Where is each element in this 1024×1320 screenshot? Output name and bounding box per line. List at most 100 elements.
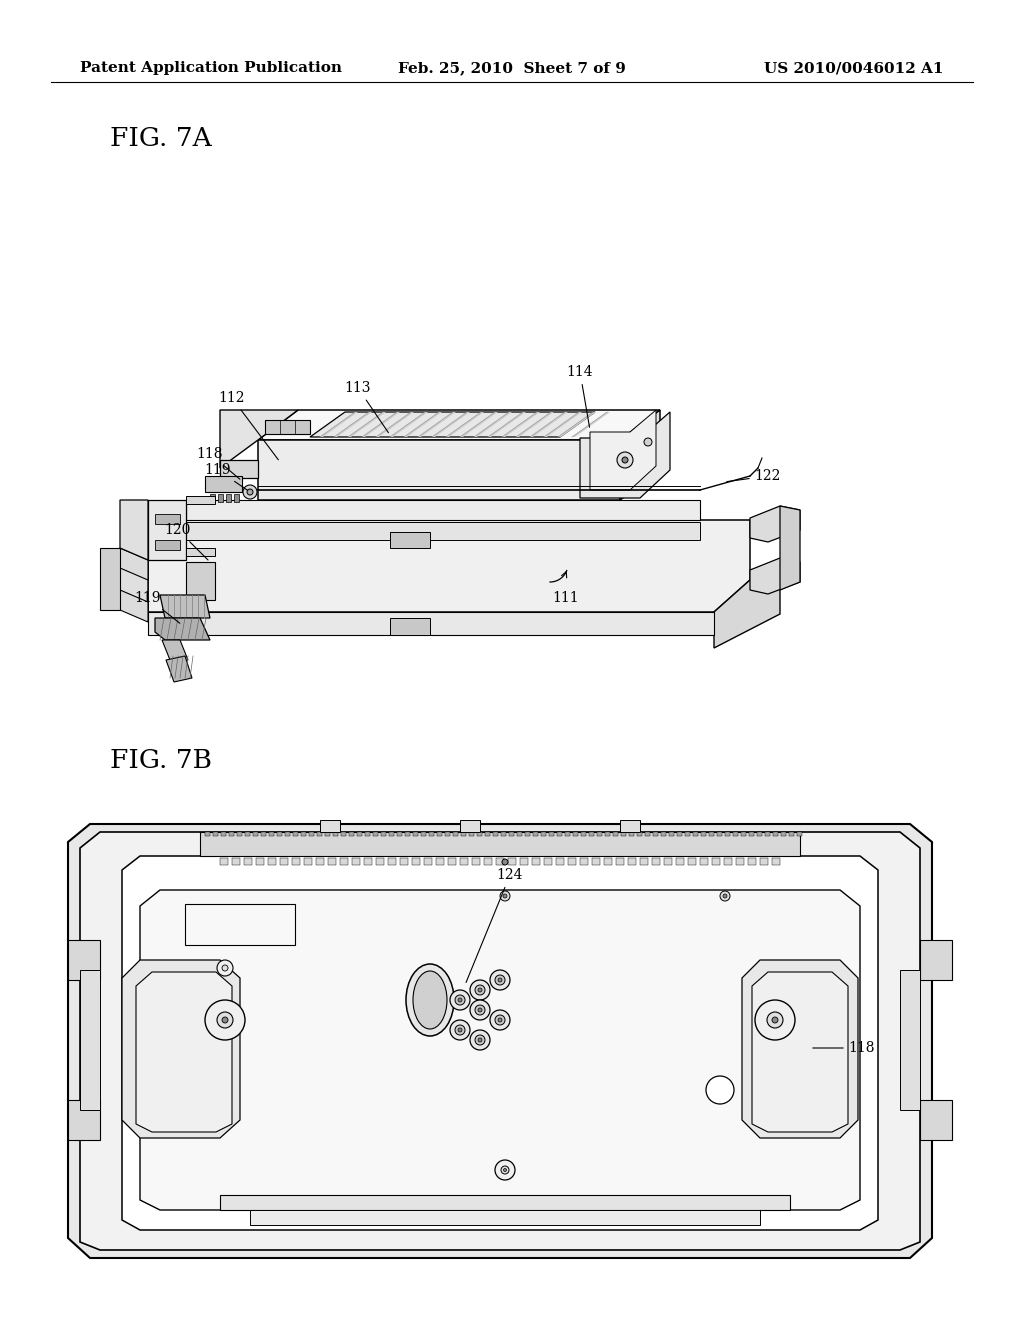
Polygon shape xyxy=(265,420,310,434)
Polygon shape xyxy=(229,832,234,836)
Polygon shape xyxy=(205,477,242,492)
Circle shape xyxy=(475,985,485,995)
Circle shape xyxy=(470,979,490,1001)
Polygon shape xyxy=(736,858,744,865)
Polygon shape xyxy=(685,832,690,836)
Circle shape xyxy=(498,1018,502,1022)
Polygon shape xyxy=(597,832,602,836)
Polygon shape xyxy=(244,858,252,865)
Polygon shape xyxy=(390,618,430,635)
Polygon shape xyxy=(568,858,575,865)
Polygon shape xyxy=(421,832,426,836)
Polygon shape xyxy=(590,411,656,490)
Polygon shape xyxy=(453,832,458,836)
Circle shape xyxy=(217,1012,233,1028)
Polygon shape xyxy=(616,858,624,865)
Circle shape xyxy=(706,1076,734,1104)
Circle shape xyxy=(247,488,253,495)
Polygon shape xyxy=(530,412,568,437)
Polygon shape xyxy=(376,858,384,865)
Polygon shape xyxy=(362,412,400,437)
Polygon shape xyxy=(557,832,562,836)
Circle shape xyxy=(450,990,470,1010)
Polygon shape xyxy=(310,412,595,437)
Polygon shape xyxy=(80,832,920,1250)
Polygon shape xyxy=(280,858,288,865)
Polygon shape xyxy=(461,832,466,836)
Polygon shape xyxy=(348,412,386,437)
Circle shape xyxy=(455,995,465,1005)
Polygon shape xyxy=(580,412,670,498)
Polygon shape xyxy=(388,858,396,865)
Polygon shape xyxy=(773,832,778,836)
Ellipse shape xyxy=(406,964,454,1036)
Polygon shape xyxy=(120,548,148,579)
Polygon shape xyxy=(581,832,586,836)
Polygon shape xyxy=(573,832,578,836)
Circle shape xyxy=(222,965,228,972)
Polygon shape xyxy=(226,494,231,502)
Polygon shape xyxy=(292,858,300,865)
Polygon shape xyxy=(205,832,210,836)
Circle shape xyxy=(450,1020,470,1040)
Polygon shape xyxy=(325,832,330,836)
Polygon shape xyxy=(605,832,610,836)
Polygon shape xyxy=(155,618,210,640)
Circle shape xyxy=(470,1001,490,1020)
Text: 111: 111 xyxy=(553,591,580,605)
Polygon shape xyxy=(717,832,722,836)
Polygon shape xyxy=(400,858,408,865)
Polygon shape xyxy=(140,890,860,1210)
Polygon shape xyxy=(516,412,554,437)
Polygon shape xyxy=(148,500,186,560)
Polygon shape xyxy=(341,832,346,836)
Circle shape xyxy=(470,1030,490,1049)
Polygon shape xyxy=(544,412,582,437)
Polygon shape xyxy=(757,832,762,836)
Polygon shape xyxy=(293,832,298,836)
Polygon shape xyxy=(474,412,512,437)
Polygon shape xyxy=(349,832,354,836)
Polygon shape xyxy=(532,858,540,865)
Polygon shape xyxy=(68,1100,100,1140)
Polygon shape xyxy=(534,832,538,836)
Polygon shape xyxy=(446,412,484,437)
Polygon shape xyxy=(749,832,754,836)
Polygon shape xyxy=(797,832,802,836)
Polygon shape xyxy=(709,832,714,836)
Polygon shape xyxy=(68,940,100,979)
Polygon shape xyxy=(237,832,242,836)
Polygon shape xyxy=(413,832,418,836)
Ellipse shape xyxy=(413,972,447,1030)
Circle shape xyxy=(622,457,628,463)
Polygon shape xyxy=(549,832,554,836)
Polygon shape xyxy=(429,832,434,836)
Polygon shape xyxy=(166,656,193,682)
Polygon shape xyxy=(155,540,180,550)
Circle shape xyxy=(458,1028,462,1032)
Polygon shape xyxy=(186,496,215,504)
Polygon shape xyxy=(186,548,215,556)
Polygon shape xyxy=(250,1210,760,1225)
Text: 112: 112 xyxy=(219,391,279,459)
Polygon shape xyxy=(148,612,714,635)
Polygon shape xyxy=(319,820,340,832)
Polygon shape xyxy=(469,832,474,836)
Polygon shape xyxy=(162,640,188,665)
Text: Patent Application Publication: Patent Application Publication xyxy=(80,61,342,75)
Polygon shape xyxy=(333,832,338,836)
Polygon shape xyxy=(155,513,180,524)
Circle shape xyxy=(617,451,633,469)
Circle shape xyxy=(755,1001,795,1040)
Text: 118: 118 xyxy=(813,1041,876,1055)
Polygon shape xyxy=(712,858,720,865)
Polygon shape xyxy=(412,858,420,865)
Polygon shape xyxy=(328,858,336,865)
Polygon shape xyxy=(200,832,800,855)
Polygon shape xyxy=(485,832,490,836)
Polygon shape xyxy=(502,412,540,437)
Circle shape xyxy=(217,960,233,975)
Circle shape xyxy=(503,894,507,898)
Polygon shape xyxy=(120,500,148,560)
Polygon shape xyxy=(148,520,750,612)
